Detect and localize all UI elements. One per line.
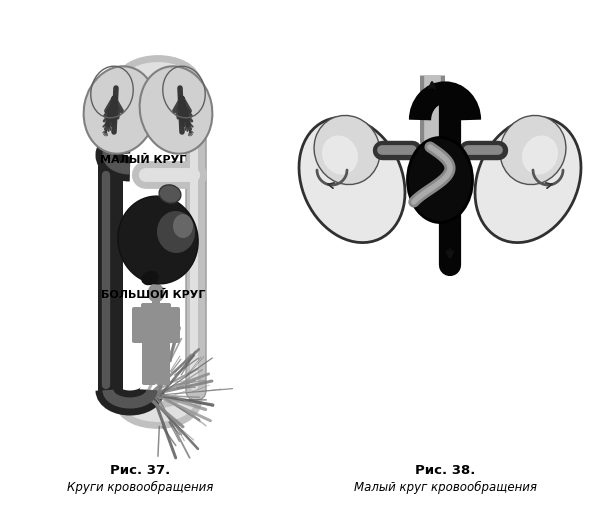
Text: Круги кровообращения: Круги кровообращения [67, 480, 213, 493]
FancyBboxPatch shape [166, 307, 180, 343]
FancyBboxPatch shape [141, 303, 171, 343]
Ellipse shape [118, 196, 198, 284]
Ellipse shape [84, 66, 156, 154]
Bar [152, 293, 160, 307]
Ellipse shape [522, 135, 558, 175]
Ellipse shape [408, 138, 472, 223]
Ellipse shape [500, 116, 566, 185]
FancyBboxPatch shape [156, 337, 170, 385]
Ellipse shape [173, 214, 193, 238]
FancyBboxPatch shape [142, 337, 156, 385]
FancyBboxPatch shape [190, 95, 198, 390]
Text: Малый круг кровообращения: Малый круг кровообращения [353, 480, 537, 493]
Ellipse shape [141, 271, 159, 285]
Ellipse shape [159, 185, 181, 203]
Text: Рис. 38.: Рис. 38. [415, 464, 475, 477]
Text: МАЛЫЙ КРУГ: МАЛЫЙ КРУГ [100, 155, 186, 165]
Ellipse shape [148, 284, 164, 302]
Ellipse shape [314, 116, 380, 185]
Text: БОЛЬШОЙ КРУГ: БОЛЬШОЙ КРУГ [101, 290, 205, 300]
Text: Рис. 37.: Рис. 37. [110, 464, 170, 477]
FancyBboxPatch shape [132, 307, 146, 343]
Ellipse shape [322, 135, 358, 175]
Ellipse shape [157, 211, 195, 253]
Ellipse shape [475, 118, 581, 243]
Ellipse shape [299, 118, 405, 243]
FancyBboxPatch shape [186, 85, 206, 400]
Ellipse shape [140, 66, 212, 154]
